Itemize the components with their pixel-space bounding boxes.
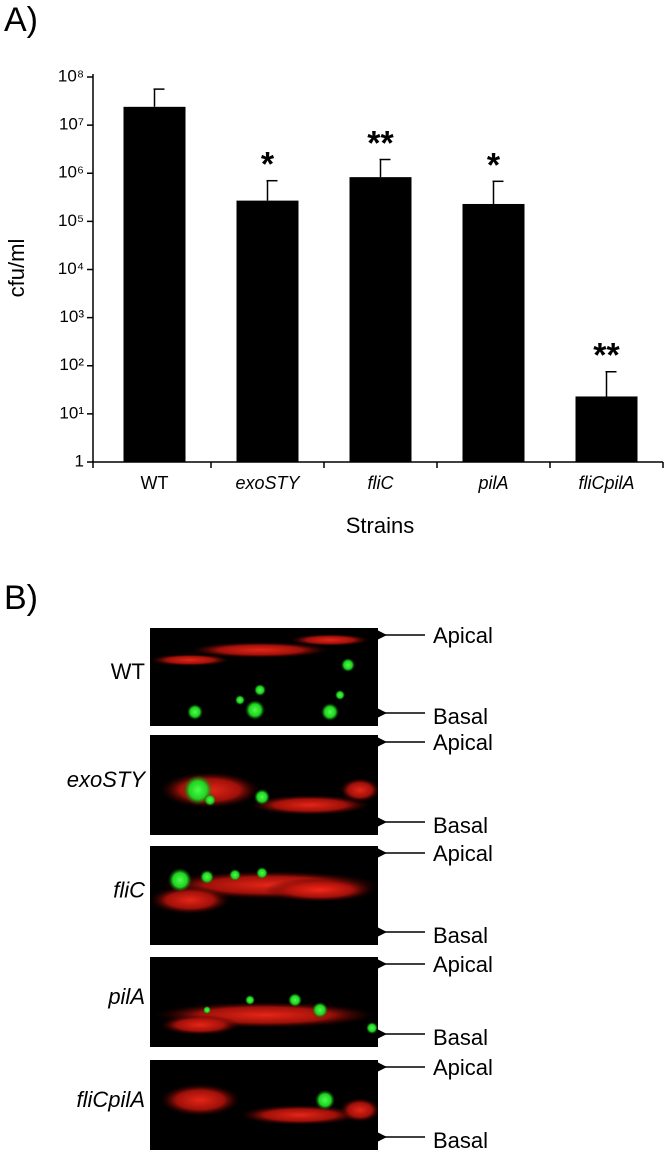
x-tick-label: fliCpilA	[578, 473, 634, 493]
image-content	[160, 772, 378, 815]
micrograph	[150, 846, 378, 945]
strain-label: fliCpilA	[77, 1087, 145, 1112]
green-bacteria	[341, 658, 355, 672]
green-bacteria	[203, 1006, 211, 1014]
micrograph	[150, 628, 378, 726]
error-bar	[605, 371, 617, 397]
green-bacteria	[256, 867, 268, 879]
y-tick-label: 10⁴	[58, 259, 84, 278]
green-bacteria	[335, 690, 345, 700]
y-tick-label: 1	[75, 451, 84, 470]
green-bacteria	[245, 995, 255, 1005]
image-content	[150, 634, 370, 721]
image-content	[160, 1084, 378, 1125]
y-tick-label: 10⁶	[58, 163, 84, 182]
green-bacteria	[312, 1002, 328, 1018]
green-bacteria	[315, 1090, 335, 1110]
green-bacteria	[229, 869, 241, 881]
red-stain	[160, 1015, 240, 1035]
green-bacteria	[254, 789, 270, 805]
significance: *	[487, 146, 501, 184]
micrograph	[150, 735, 378, 835]
bar	[462, 203, 525, 462]
x-tick-label: WT	[141, 473, 169, 493]
red-stain	[250, 795, 370, 815]
red-stain	[190, 642, 330, 658]
error-bar	[492, 180, 504, 204]
x-tick-label: fliC	[368, 473, 395, 493]
green-bacteria	[254, 684, 266, 696]
red-stain	[265, 878, 375, 902]
bar	[349, 177, 412, 463]
image-content	[150, 867, 378, 914]
panel-label: A)	[4, 1, 38, 39]
significance: **	[367, 124, 394, 162]
y-axis-label: cfu/ml	[4, 239, 29, 298]
green-bacteria	[366, 1022, 378, 1034]
panel-label: B)	[4, 579, 38, 617]
basal-label: Basal	[433, 813, 488, 838]
bar	[236, 200, 299, 463]
green-bacteria	[235, 695, 245, 705]
red-stain	[160, 1084, 240, 1116]
strain-label: exoSTY	[67, 767, 147, 792]
y-tick-label: 10⁷	[59, 115, 84, 134]
error-bar	[153, 88, 165, 107]
strain-label: pilA	[107, 984, 145, 1009]
image-content	[155, 993, 378, 1035]
error-bar	[266, 179, 278, 201]
bar	[575, 396, 638, 462]
apical-label: Apical	[433, 730, 493, 755]
basal-label: Basal	[433, 923, 488, 948]
x-tick-label: pilA	[477, 473, 508, 493]
apical-label: Apical	[433, 623, 493, 648]
y-tick-label: 10⁵	[58, 211, 84, 230]
basal-label: Basal	[433, 704, 488, 729]
red-stain	[240, 1105, 360, 1125]
strain-label: WT	[111, 659, 145, 684]
green-bacteria	[321, 703, 339, 721]
error-bar	[379, 158, 391, 178]
red-stain	[150, 886, 230, 914]
green-bacteria	[288, 993, 302, 1007]
x-axis-label: Strains	[346, 513, 414, 538]
significance: **	[593, 337, 620, 375]
green-bacteria	[245, 700, 265, 720]
green-bacteria	[200, 870, 214, 884]
basal-label: Basal	[433, 1025, 488, 1050]
basal-label: Basal	[433, 1128, 488, 1153]
significance: *	[261, 146, 275, 184]
apical-label: Apical	[433, 1055, 493, 1080]
y-tick-label: 10¹	[59, 403, 84, 422]
y-tick-label: 10³	[59, 307, 84, 326]
green-bacteria	[187, 704, 203, 720]
y-tick-label: 10⁸	[58, 66, 84, 85]
micrograph	[150, 957, 378, 1047]
x-tick-label: exoSTY	[235, 473, 301, 493]
red-stain	[290, 634, 370, 646]
apical-label: Apical	[433, 841, 493, 866]
micrograph	[150, 1060, 378, 1150]
red-stain	[150, 654, 230, 666]
bar	[123, 106, 186, 462]
red-stain	[340, 1098, 378, 1122]
strain-label: fliC	[113, 877, 145, 902]
red-stain	[340, 778, 378, 802]
apical-label: Apical	[433, 952, 493, 977]
green-bacteria	[168, 868, 192, 892]
y-tick-label: 10²	[59, 355, 84, 374]
green-bacteria	[204, 794, 216, 806]
